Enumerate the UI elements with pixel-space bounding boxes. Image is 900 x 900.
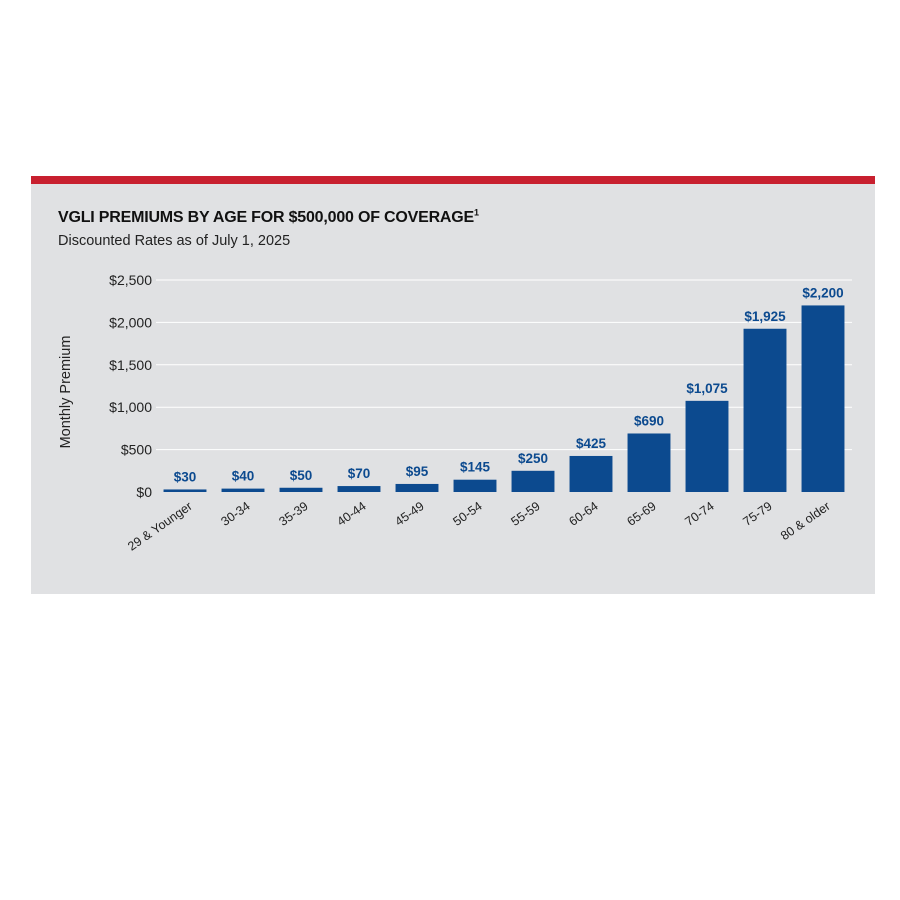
data-label: $50 [290, 468, 313, 483]
bar [163, 489, 207, 492]
y-tick-label: $2,000 [109, 314, 152, 330]
bar [337, 486, 381, 492]
chart-title-text: VGLI PREMIUMS BY AGE FOR $500,000 OF COV… [58, 209, 474, 226]
bar [221, 488, 265, 492]
data-label: $40 [232, 469, 255, 484]
x-tick-label: 80 & older [778, 499, 833, 543]
x-tick-label: 45-49 [392, 499, 426, 529]
x-tick-label: 75-79 [740, 499, 774, 529]
title-footnote-marker: 1 [474, 207, 479, 218]
x-tick-label: 65-69 [624, 499, 658, 529]
data-label: $70 [348, 466, 371, 481]
y-tick-label: $1,500 [109, 357, 152, 373]
data-label: $690 [634, 413, 664, 428]
x-tick-label: 30-34 [218, 499, 252, 529]
bar [743, 328, 787, 492]
bar [627, 433, 671, 492]
y-tick-label: $500 [121, 442, 152, 458]
data-label: $250 [518, 451, 548, 466]
bar [511, 470, 555, 492]
x-tick-label: 55-59 [508, 499, 542, 529]
x-tick-label: 35-39 [276, 499, 310, 529]
data-label: $1,925 [744, 309, 786, 324]
data-labels: $30 $40 $50 $70 $95 $145 $250 $425 $690 $1,075 $1,… [174, 285, 844, 484]
gridlines [156, 279, 852, 451]
x-tick-label: 40-44 [334, 499, 368, 529]
bar [395, 483, 439, 492]
data-label: $95 [406, 464, 429, 479]
bar [453, 479, 497, 492]
data-label: $425 [576, 436, 607, 451]
data-label: $1,075 [686, 381, 728, 396]
accent-bar [31, 176, 875, 184]
x-tick-label: 29 & Younger [125, 499, 195, 554]
x-tick-label: 60-64 [566, 499, 600, 529]
data-label: $30 [174, 469, 197, 484]
x-axis-ticks: 29 & Younger 30-34 35-39 40-44 45-49 50-54 55-… [125, 499, 833, 554]
chart-panel: VGLI PREMIUMS BY AGE FOR $500,000 OF COV… [31, 176, 875, 594]
bar [801, 305, 845, 492]
x-tick-label: 50-54 [450, 499, 484, 529]
bar-chart: $30 $40 $50 $70 $95 $145 $250 $425 $690 $1,075 $1,… [58, 272, 852, 554]
chart-subtitle: Discounted Rates as of July 1, 2025 [58, 233, 291, 249]
y-axis-ticks: $0 $500 $1,000 $1,500 $2,000 $2,500 [109, 272, 152, 500]
x-tick-label: 70-74 [682, 499, 716, 529]
data-label: $145 [460, 460, 491, 475]
chart-title: VGLI PREMIUMS BY AGE FOR $500,000 OF COV… [58, 207, 479, 227]
y-tick-label: $1,000 [109, 399, 152, 415]
y-tick-label: $2,500 [109, 272, 152, 288]
data-label: $2,200 [802, 285, 843, 300]
bar [569, 455, 613, 492]
y-tick-label: $0 [136, 484, 152, 500]
bars [163, 305, 845, 492]
bar [279, 487, 323, 492]
y-axis-label: Monthly Premium [58, 336, 74, 449]
bar [685, 400, 729, 492]
